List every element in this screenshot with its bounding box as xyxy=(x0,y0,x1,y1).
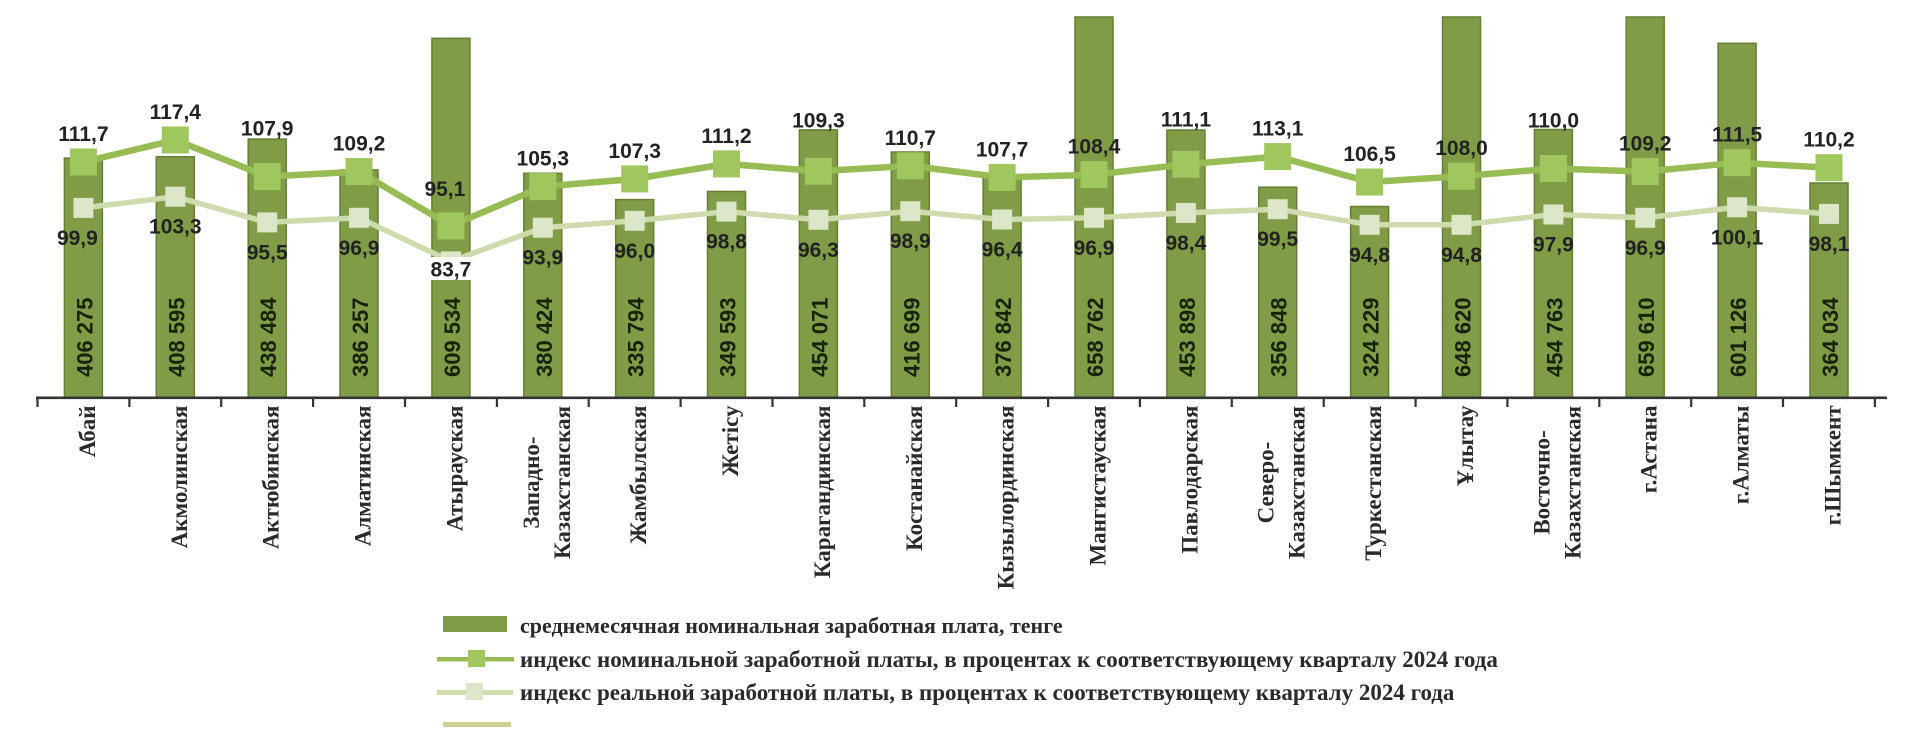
svg-text:Мангистауская: Мангистауская xyxy=(1086,406,1111,566)
svg-text:416 699: 416 699 xyxy=(899,297,924,377)
svg-text:609 534: 609 534 xyxy=(440,297,465,377)
svg-text:среднемесячная номинальная зар: среднемесячная номинальная заработная пл… xyxy=(520,613,1063,638)
svg-text:Северо-: Северо- xyxy=(1254,442,1279,524)
svg-text:356 848: 356 848 xyxy=(1267,297,1292,377)
svg-text:95,1: 95,1 xyxy=(424,178,465,201)
svg-text:110,0: 110,0 xyxy=(1528,110,1579,133)
svg-text:111,1: 111,1 xyxy=(1161,109,1212,132)
svg-text:106,5: 106,5 xyxy=(1343,143,1396,166)
svg-text:99,9: 99,9 xyxy=(57,227,98,250)
svg-text:Ұлытау: Ұлытау xyxy=(1453,405,1478,486)
svg-text:109,2: 109,2 xyxy=(1619,133,1672,156)
svg-text:376 842: 376 842 xyxy=(991,297,1016,377)
svg-text:96,4: 96,4 xyxy=(982,239,1023,262)
svg-text:96,0: 96,0 xyxy=(614,240,655,263)
svg-text:95,5: 95,5 xyxy=(247,241,288,264)
svg-text:99,5: 99,5 xyxy=(1257,228,1298,251)
svg-text:Абай: Абай xyxy=(75,406,100,458)
svg-text:380 424: 380 424 xyxy=(532,297,557,377)
svg-text:110,2: 110,2 xyxy=(1803,129,1854,152)
svg-text:94,8: 94,8 xyxy=(1349,244,1390,267)
svg-text:Костанайская: Костанайская xyxy=(902,406,927,551)
svg-text:Казахстанская: Казахстанская xyxy=(1560,406,1585,559)
svg-text:454 763: 454 763 xyxy=(1542,297,1567,377)
svg-text:453 898: 453 898 xyxy=(1175,297,1200,377)
svg-text:Казахстанская: Казахстанская xyxy=(1285,406,1310,559)
svg-text:438 484: 438 484 xyxy=(256,297,281,377)
svg-text:110,7: 110,7 xyxy=(885,127,936,150)
svg-text:335 794: 335 794 xyxy=(624,297,649,377)
svg-text:107,9: 107,9 xyxy=(241,118,294,141)
svg-text:Казахстанская: Казахстанская xyxy=(550,406,575,559)
svg-text:индекс реальной заработной пла: индекс реальной заработной платы, в проц… xyxy=(520,680,1455,705)
svg-text:454 071: 454 071 xyxy=(807,297,832,377)
svg-text:93,9: 93,9 xyxy=(522,247,563,270)
svg-text:Восточно-: Восточно- xyxy=(1529,430,1554,534)
svg-text:96,9: 96,9 xyxy=(339,237,380,260)
svg-text:98,9: 98,9 xyxy=(890,230,931,253)
svg-text:97,9: 97,9 xyxy=(1533,234,1574,257)
svg-text:601 126: 601 126 xyxy=(1726,297,1751,377)
svg-text:111,5: 111,5 xyxy=(1712,124,1763,147)
svg-text:406 275: 406 275 xyxy=(72,297,97,377)
svg-text:105,3: 105,3 xyxy=(517,148,570,171)
svg-text:Кызылординская: Кызылординская xyxy=(994,406,1019,590)
svg-text:658 762: 658 762 xyxy=(1083,297,1108,377)
svg-text:г.Астана: г.Астана xyxy=(1637,405,1662,493)
svg-text:108,0: 108,0 xyxy=(1435,137,1488,160)
svg-text:Жамбылская: Жамбылская xyxy=(626,406,651,545)
svg-text:94,8: 94,8 xyxy=(1441,244,1482,267)
svg-text:109,3: 109,3 xyxy=(792,110,845,133)
svg-text:Атырауская: Атырауская xyxy=(442,406,467,532)
svg-text:Карагандинская: Карагандинская xyxy=(810,406,835,579)
svg-text:111,7: 111,7 xyxy=(58,123,108,146)
svg-text:100,1: 100,1 xyxy=(1711,226,1764,249)
svg-text:Алматинская: Алматинская xyxy=(351,406,376,547)
svg-text:Жетісу: Жетісу xyxy=(718,405,743,476)
svg-text:324 229: 324 229 xyxy=(1359,297,1384,377)
svg-text:индекс номинальной заработной: индекс номинальной заработной платы, в п… xyxy=(520,647,1498,672)
svg-text:Западно-: Западно- xyxy=(519,436,544,528)
svg-text:408 595: 408 595 xyxy=(164,297,189,377)
svg-text:107,3: 107,3 xyxy=(608,140,661,163)
svg-text:117,4: 117,4 xyxy=(150,101,202,124)
svg-text:98,1: 98,1 xyxy=(1809,233,1850,256)
svg-text:364 034: 364 034 xyxy=(1818,297,1843,377)
svg-text:98,4: 98,4 xyxy=(1165,232,1206,255)
svg-text:111,2: 111,2 xyxy=(701,125,751,148)
svg-text:Акмолинская: Акмолинская xyxy=(167,406,192,549)
svg-text:109,2: 109,2 xyxy=(333,133,386,156)
svg-text:108,4: 108,4 xyxy=(1068,136,1121,159)
svg-text:96,3: 96,3 xyxy=(798,239,839,262)
svg-text:96,9: 96,9 xyxy=(1625,237,1666,260)
svg-text:96,9: 96,9 xyxy=(1074,237,1115,260)
svg-text:113,1: 113,1 xyxy=(1252,118,1304,141)
svg-text:103,3: 103,3 xyxy=(149,216,202,239)
svg-text:Павлодарская: Павлодарская xyxy=(1177,406,1202,554)
svg-text:386 257: 386 257 xyxy=(348,297,373,377)
svg-text:г.Шымкент: г.Шымкент xyxy=(1821,405,1846,526)
svg-text:659 610: 659 610 xyxy=(1634,297,1659,377)
svg-text:Туркестанская: Туркестанская xyxy=(1361,406,1386,561)
svg-text:98,8: 98,8 xyxy=(706,231,747,254)
svg-text:349 593: 349 593 xyxy=(716,297,741,377)
svg-text:648 620: 648 620 xyxy=(1451,297,1476,377)
svg-text:Актюбинская: Актюбинская xyxy=(259,406,284,550)
svg-text:г.Алматы: г.Алматы xyxy=(1729,405,1754,504)
svg-text:83,7: 83,7 xyxy=(430,259,471,282)
svg-text:107,7: 107,7 xyxy=(976,138,1029,161)
